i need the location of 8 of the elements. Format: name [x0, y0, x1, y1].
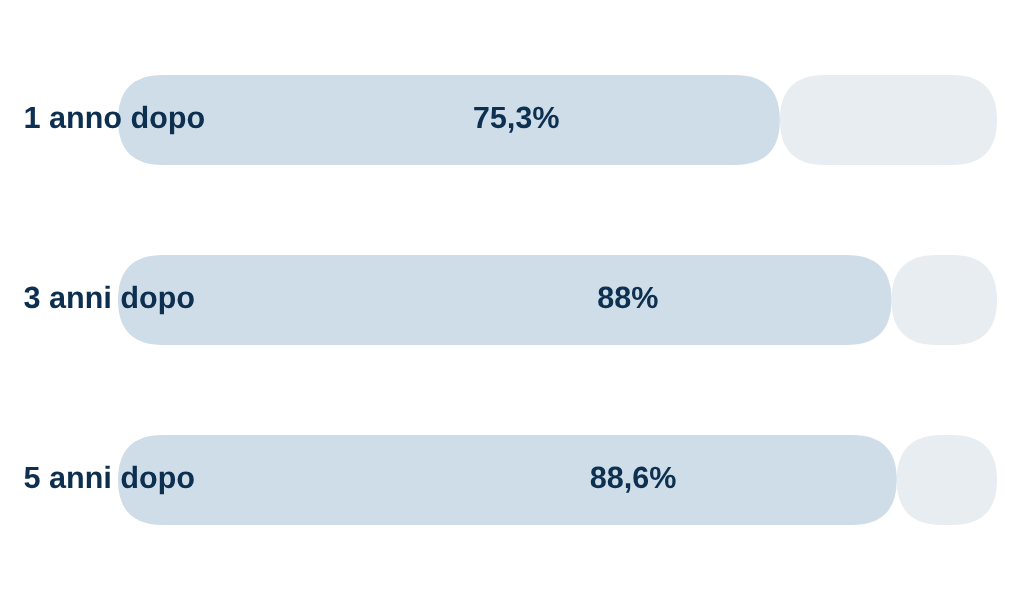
data-label: 75,3%: [474, 106, 559, 133]
bar: [118, 435, 897, 525]
data-label: 88%: [598, 286, 658, 309]
y-tick-label: 1 anno dopo: [25, 105, 204, 135]
data-label: 88,6%: [590, 466, 676, 493]
y-tick-label: 3 anni dopo: [24, 285, 194, 315]
y-tick-label: 5 anni dopo: [24, 465, 194, 495]
bar: [118, 255, 892, 345]
